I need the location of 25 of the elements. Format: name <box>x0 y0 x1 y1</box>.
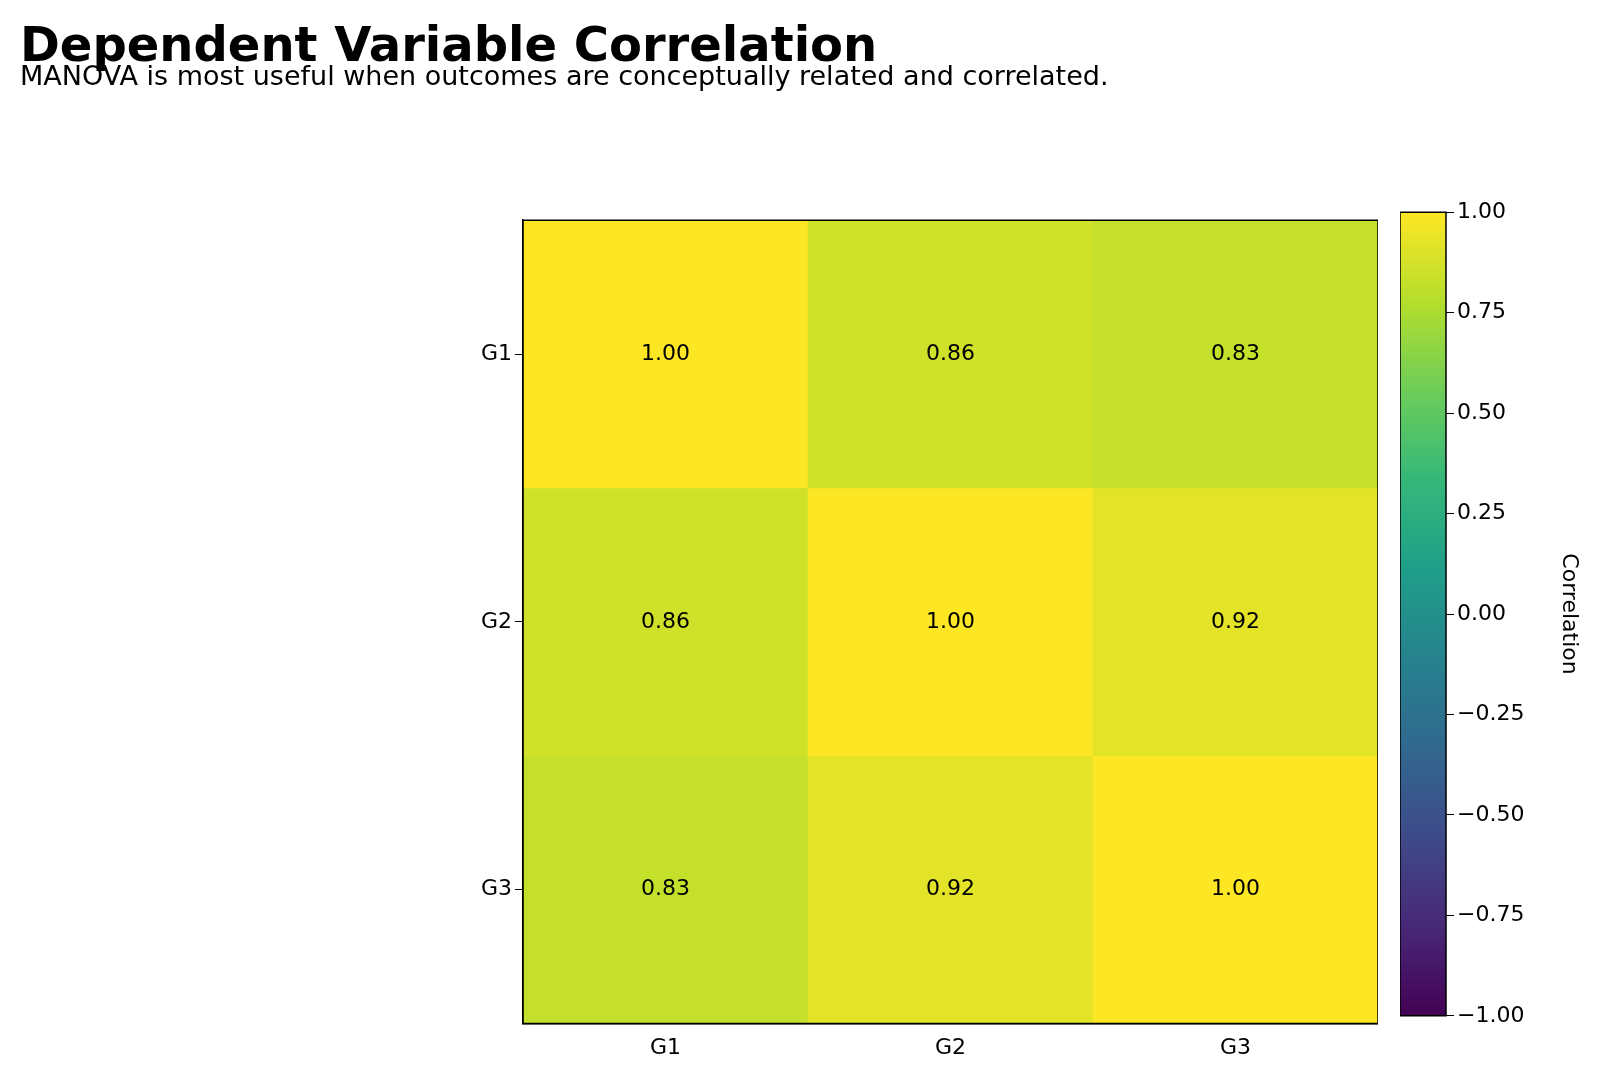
data-label: 0.86 <box>926 339 976 365</box>
color-bar-label: 1.00 <box>1457 197 1506 223</box>
color-bar-title: Correlation <box>1558 553 1584 675</box>
color-bar-label: −1.00 <box>1457 1001 1525 1027</box>
x-tick-label: G3 <box>1219 1033 1252 1059</box>
y-tick-label: G2 <box>481 607 513 633</box>
data-label: 0.92 <box>1211 607 1260 633</box>
data-label: 1.00 <box>641 339 691 365</box>
data-label: 0.83 <box>641 875 691 901</box>
color-bar-label: 0.00 <box>1457 599 1506 625</box>
data-label: 0.86 <box>641 607 691 633</box>
color-bar-label: −0.50 <box>1457 800 1525 826</box>
color-bar-label: 0.75 <box>1457 298 1506 324</box>
data-label: 0.83 <box>1211 339 1260 365</box>
x-tick-label: G2 <box>935 1033 967 1059</box>
color-bar-label: 0.50 <box>1457 398 1506 424</box>
color-bar-label: 0.25 <box>1457 499 1506 525</box>
data-label: 1.00 <box>926 607 976 633</box>
x-tick-label: G1 <box>650 1033 682 1059</box>
color-bar-label: −0.75 <box>1457 901 1525 927</box>
y-tick-label: G3 <box>481 875 513 901</box>
color-bar-label: −0.25 <box>1457 700 1525 726</box>
data-label: 1.00 <box>1211 875 1260 901</box>
data-label: 0.92 <box>926 875 976 901</box>
y-tick-label: G1 <box>481 339 513 365</box>
